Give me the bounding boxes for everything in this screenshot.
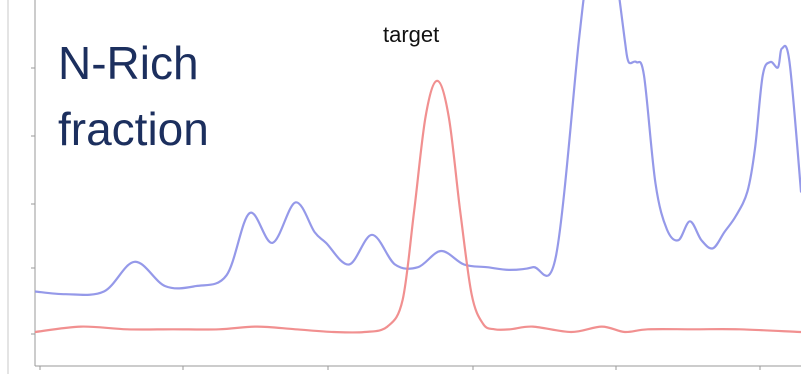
red-trace-line — [35, 79, 801, 334]
series-layer — [35, 0, 801, 334]
fraction-title-line-1: N-Rich — [58, 37, 199, 89]
target-annotation: target — [383, 22, 440, 47]
fraction-title: N-Rich fraction — [58, 30, 209, 162]
blue-trace-line — [35, 0, 801, 296]
axis-layer — [7, 0, 801, 374]
fraction-title-line-2: fraction — [58, 103, 209, 155]
